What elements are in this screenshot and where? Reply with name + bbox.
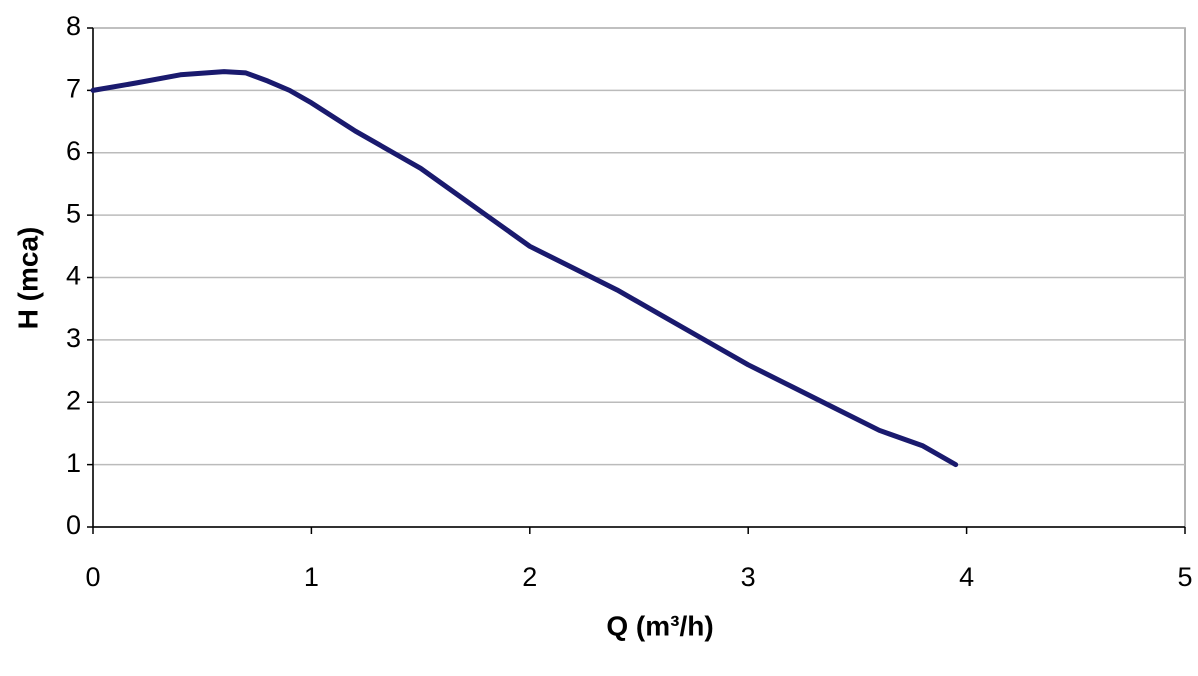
y-tick-label: 2 xyxy=(66,385,81,415)
y-tick-label: 8 xyxy=(66,11,81,41)
y-tick-label: 4 xyxy=(66,261,81,291)
y-tick-label: 7 xyxy=(66,74,81,104)
x-tick-label: 3 xyxy=(741,562,756,592)
y-tick-label: 3 xyxy=(66,323,81,353)
y-tick-label: 5 xyxy=(66,198,81,228)
x-tick-label: 5 xyxy=(1177,562,1192,592)
x-axis-title: Q (m³/h) xyxy=(606,610,713,641)
x-tick-label: 2 xyxy=(522,562,537,592)
x-tick-label: 1 xyxy=(304,562,319,592)
line xyxy=(90,69,959,468)
x-tick-label: 4 xyxy=(959,562,974,592)
y-tick-label: 6 xyxy=(66,136,81,166)
y-axis-title: H (mca) xyxy=(12,227,43,330)
x-tick-label: 0 xyxy=(85,562,100,592)
y-tick-label: 0 xyxy=(66,510,81,540)
y-tick-label: 1 xyxy=(66,448,81,478)
